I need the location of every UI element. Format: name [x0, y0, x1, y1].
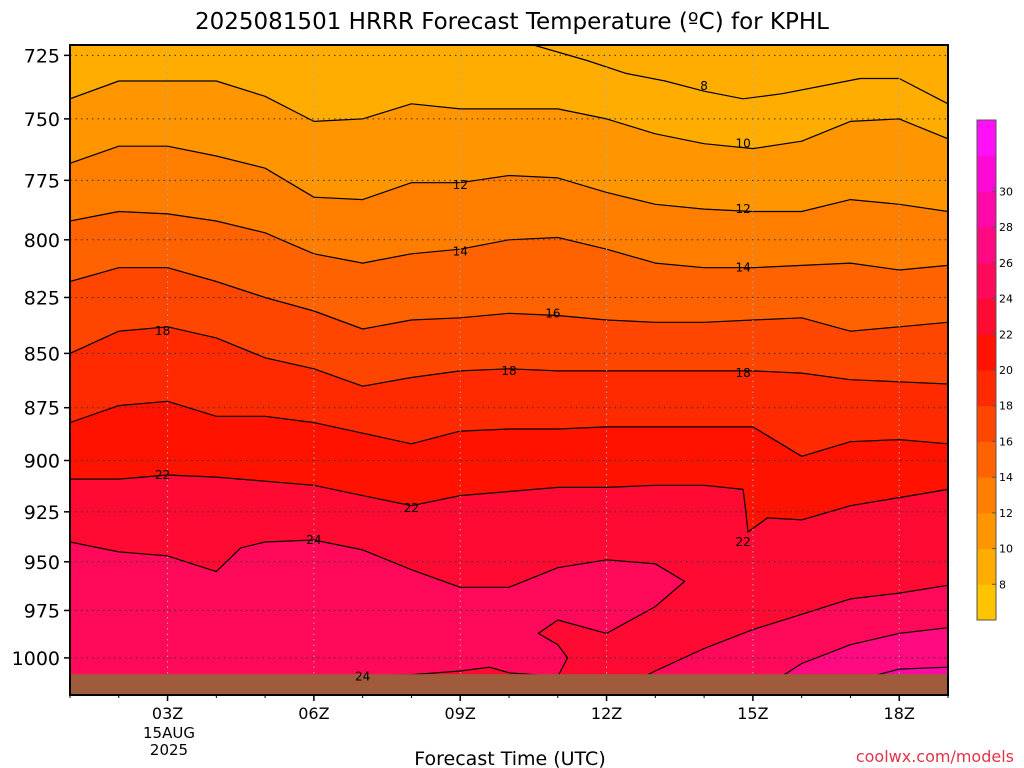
- colorbar-segment-32: [977, 120, 996, 157]
- credit-text: coolwx.com/models: [856, 747, 1014, 766]
- colorbar-segment-20: [977, 334, 996, 371]
- colorbar-tick-label: 22: [999, 328, 1013, 341]
- contour-label: 18: [735, 366, 750, 380]
- colorbar-segment-24: [977, 262, 996, 300]
- time-axis: 03Z 06Z 09Z 12Z 15Z 18Z: [69, 695, 949, 723]
- isotherm-24: [70, 539, 686, 681]
- colorbar-segment-18: [977, 370, 996, 407]
- y-tick-label: 1000: [12, 648, 60, 670]
- contour-label: 18: [155, 324, 170, 338]
- isotherm-16: [70, 267, 948, 332]
- y-tick-label: 850: [24, 343, 60, 365]
- colorbar-segment-26: [977, 227, 996, 264]
- isotherm-26: [752, 627, 948, 695]
- y-tick-label: 950: [24, 552, 60, 574]
- pressure-axis: 725 750 775 800 825 850 875 900 925 950 975 1000: [12, 45, 70, 670]
- colorbar-segment-12: [977, 477, 996, 514]
- y-tick-label: 925: [24, 502, 60, 524]
- colorbar-segment-16: [977, 405, 996, 442]
- y-tick-label: 975: [24, 600, 60, 622]
- colorbar-segment-8: [977, 548, 996, 585]
- isotherm-10: [70, 80, 948, 150]
- x-tick-label: 09Z: [445, 704, 476, 723]
- contour-label: 12: [735, 202, 750, 216]
- colorbar-segment-22: [977, 298, 996, 335]
- x-tick-label: 03Z: [152, 704, 183, 723]
- colorbar-segment-30: [977, 155, 996, 192]
- contour-label: 24: [355, 670, 370, 684]
- contour-label: 22: [404, 501, 419, 515]
- colorbar-tick-label: 30: [999, 185, 1013, 198]
- contour-label: 14: [735, 261, 750, 275]
- colorbar-tick-label: 14: [999, 471, 1013, 484]
- colorbar-tick-label: 20: [999, 364, 1013, 377]
- contour-label: 22: [155, 468, 170, 482]
- isotherm-lines: [70, 45, 948, 695]
- isotherm-20: [70, 400, 948, 457]
- colorbar-tick-label: 10: [999, 543, 1013, 556]
- y-tick-label: 875: [24, 398, 60, 420]
- x-tick-label: 06Z: [298, 704, 329, 723]
- isotherm-24: [606, 584, 948, 695]
- isotherm-12: [70, 145, 948, 213]
- grid-lines: [70, 45, 948, 695]
- x-tick-label: 12Z: [591, 704, 622, 723]
- colorbar-tick-label: 12: [999, 507, 1013, 520]
- chart-title: 2025081501 HRRR Forecast Temperature (ºC…: [195, 9, 829, 35]
- contour-label: 12: [453, 178, 468, 192]
- colorbar-tick-label: 8: [999, 578, 1006, 591]
- contour-label: 24: [306, 533, 321, 547]
- isotherm-18: [70, 326, 948, 387]
- colorbar-tick-label: 28: [999, 221, 1013, 234]
- colorbar-segment-10: [977, 512, 996, 550]
- contour-label: 10: [735, 137, 750, 151]
- y-tick-label: 725: [24, 45, 60, 67]
- surface-layer: [70, 674, 948, 695]
- colorbar-tick-label: 16: [999, 435, 1013, 448]
- date-label-year: 2025: [150, 741, 188, 759]
- colorbar-segment-6: [977, 584, 996, 621]
- x-tick-label: 18Z: [884, 704, 915, 723]
- colorbar: 8 10 12 14 16 18 20 22 24 26 28 30: [976, 119, 1013, 621]
- colorbar-segment-14: [977, 441, 996, 478]
- contour-label: 16: [545, 306, 560, 320]
- x-tick-label: 15Z: [737, 704, 768, 723]
- colorbar-tick-label: 26: [999, 257, 1013, 270]
- colorbar-tick-label: 18: [999, 400, 1013, 413]
- surface-ground: [70, 674, 948, 695]
- y-tick-label: 775: [24, 170, 60, 192]
- contour-label: 14: [453, 244, 468, 258]
- date-label-day: 15AUG: [143, 724, 195, 742]
- plot-area: 8 10 12 12 14 14 16 18 18 18 22 22 22 24 24: [70, 45, 948, 695]
- isotherm-22: [70, 474, 948, 533]
- temperature-bands: [70, 45, 948, 695]
- y-tick-label: 800: [24, 230, 60, 252]
- y-tick-label: 900: [24, 450, 60, 472]
- contour-labels: 8 10 12 12 14 14 16 18 18 18 22 22 22 24 24: [155, 79, 751, 683]
- contour-label: 18: [501, 364, 516, 378]
- contour-label: 8: [700, 79, 708, 93]
- date-label: 15AUG 2025: [143, 724, 195, 759]
- isotherm-14: [70, 210, 948, 271]
- contour-label: 22: [735, 535, 750, 549]
- isotherm-8: [533, 45, 948, 105]
- y-tick-label: 825: [24, 287, 60, 309]
- colorbar-tick-label: 24: [999, 293, 1013, 306]
- colorbar-segment-28: [977, 191, 996, 228]
- x-axis-title: Forecast Time (UTC): [414, 748, 605, 768]
- y-tick-label: 750: [24, 109, 60, 131]
